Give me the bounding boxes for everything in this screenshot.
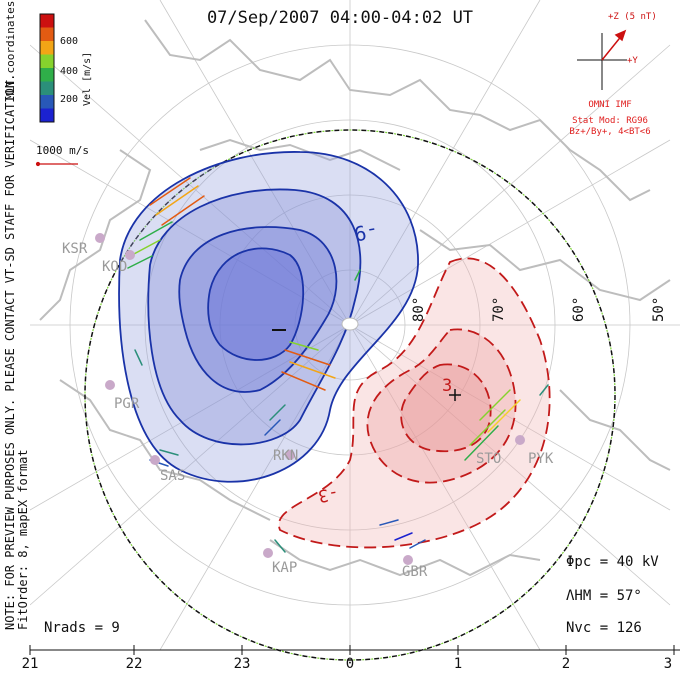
station-markers (95, 233, 525, 565)
preview-note: NOTE: FOR PREVIEW PURPOSES ONLY. PLEASE … (3, 74, 30, 630)
colorbar-frame (39, 13, 55, 123)
contour-label-minus-9: -9 (352, 218, 380, 246)
contour-label-minus-3: -3 (316, 482, 341, 506)
colorbar-segment (40, 108, 54, 123)
mlt-tick-1: 1 (453, 656, 463, 672)
mlt-tick-3: 3 (663, 656, 673, 672)
imf-conditions: Bz+/By+, 4<BT<6 (569, 127, 651, 137)
page-title: 07/Sep/2007 04:00-04:02 UT (206, 8, 474, 28)
colorbar-segment (40, 14, 54, 28)
imf-z-label: +Z (5 nT) (608, 12, 657, 22)
colorbar-label: Vel [m/s] (82, 51, 93, 106)
station-label-pyk: PYK (528, 451, 554, 467)
latitude-label-80: 80° (411, 296, 427, 322)
station-label-kap: KAP (272, 560, 298, 576)
radar-count: Nrads = 9 (44, 620, 120, 636)
colorbar-segment (40, 41, 54, 55)
colorbar-segment (40, 27, 54, 42)
station-label-sas: SAS (160, 468, 186, 484)
imf-clock-dial (577, 33, 627, 90)
hm-boundary-latitude: ΛHM = 57° (566, 588, 642, 604)
preview-note-line-2: FitOrder: 8, mapEX format (16, 449, 30, 630)
mlt-tick-marks (29, 645, 680, 655)
mlt-tick-2: 2 (561, 656, 571, 672)
station-label-gbr: GBR (402, 564, 428, 580)
mlt-tick-22: 22 (125, 656, 143, 672)
colorbar-segment (40, 68, 54, 82)
mlt-tick-0: 0 (345, 656, 355, 672)
mlt-tick-21: 21 (21, 656, 39, 672)
station-label-sto: STO (476, 451, 502, 467)
latitude-label-70: 70° (491, 296, 507, 322)
station-label-ksr: KSR (62, 241, 88, 257)
coastlines (39, 19, 671, 577)
velocity-vectors (127, 177, 549, 553)
colorbar-tick-200: 200 (60, 94, 79, 105)
station-label-rkn: RKN (273, 448, 299, 464)
vector-count: Nvc = 126 (566, 620, 642, 636)
mlt-tick-23: 23 (233, 656, 251, 672)
cross-polar-potential: Φpc = 40 kV (566, 554, 659, 570)
dawn-cell (278, 257, 551, 549)
colorbar-segment (40, 81, 54, 96)
pole-marker (341, 317, 359, 331)
station-label-pgr: PGR (114, 396, 140, 412)
dusk-cell (118, 151, 419, 483)
hm-boundary (84, 129, 616, 661)
colorbar-tick-400: 400 (60, 66, 79, 77)
potential-maximum (449, 389, 461, 401)
latitude-label-60: 60° (571, 296, 587, 322)
station-label-kod: KOD (102, 259, 128, 275)
latitude-label-50: 50° (651, 296, 667, 322)
colorbar-segment (40, 54, 54, 69)
stat-model: Stat Mod: RG96 (572, 116, 648, 126)
imf-source: OMNI IMF (588, 100, 632, 110)
colorbar-segment (40, 95, 54, 109)
velocity-scale-bar (35, 161, 78, 167)
colorbar-tick-600: 600 (60, 36, 79, 47)
velocity-colorbar (39, 13, 55, 123)
contour-label-3: 3 (442, 376, 453, 396)
imf-vector-arrow (601, 29, 627, 61)
velocity-scale-label: 1000 m/s (36, 144, 89, 157)
imf-y-label: +Y (627, 56, 638, 66)
